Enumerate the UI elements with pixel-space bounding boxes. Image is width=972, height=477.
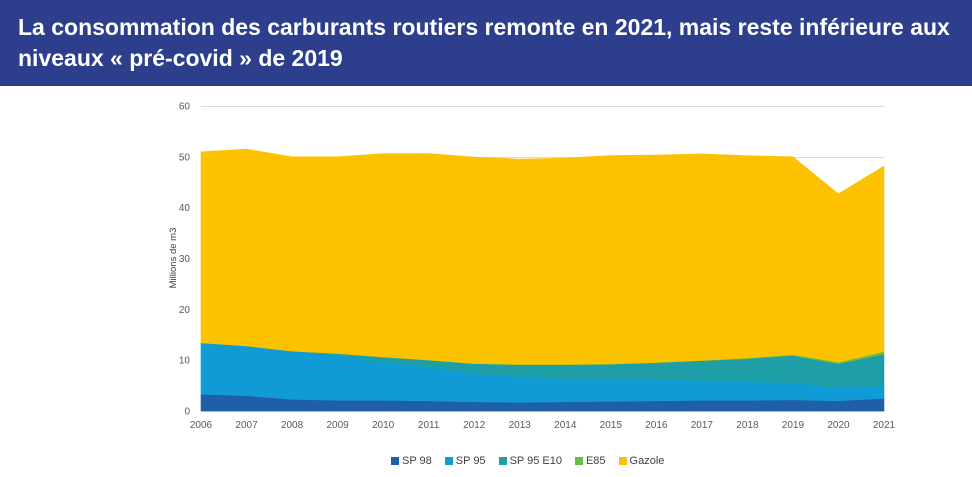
x-tick-label: 2017 [691,420,714,431]
legend-swatch [391,457,399,465]
legend-item-sp-98: SP 98 [391,454,432,468]
y-tick-label: 60 [179,102,191,113]
y-tick-label: 0 [184,407,190,418]
x-tick-label: 2009 [326,420,349,431]
chart-areas [200,148,885,412]
legend-label: Gazole [629,455,665,467]
x-tick-label: 2016 [645,420,668,431]
legend-item-sp-95-e10: SP 95 E10 [498,454,562,468]
legend-item-gazole: Gazole [618,454,665,468]
chart-title: La consommation des carburants routiers … [18,14,950,71]
x-axis-ticks: 2006 2007 2008 2009 2010 2011 2012 2013 2014 2015… [190,420,896,431]
x-tick-label: 2007 [235,420,258,431]
legend-swatch [444,457,453,465]
legend-item-sp-95: SP 95 [444,454,486,468]
area-gazole [200,148,885,365]
y-tick-label: 50 [179,152,191,163]
y-axis-ticks: 0 10 20 30 40 50 60 [179,102,191,418]
legend-label: SP 95 [455,455,486,467]
y-tick-label: 10 [179,356,191,367]
legend-label: SP 98 [402,455,432,467]
x-tick-label: 2013 [509,420,532,431]
x-tick-label: 2006 [190,420,213,431]
legend-item-e85: E85 [574,454,606,468]
y-tick-label: 20 [179,305,191,316]
legend-swatch [618,457,627,465]
legend-label: E85 [585,455,606,467]
title-banner: La consommation des carburants routiers … [0,0,972,86]
x-tick-label: 2021 [873,420,896,431]
legend-swatch [574,457,583,465]
x-tick-label: 2010 [372,420,395,431]
x-tick-label: 2011 [418,420,440,431]
x-tick-label: 2018 [736,420,759,431]
legend-swatch [498,457,507,465]
y-axis-label: Millions de m3 [168,228,179,289]
y-tick-label: 40 [179,203,191,214]
x-tick-label: 2014 [554,420,577,431]
legend-label: SP 95 E10 [509,455,562,467]
x-tick-label: 2012 [463,420,486,431]
x-tick-label: 2020 [827,420,850,431]
x-tick-label: 2015 [600,420,623,431]
legend: SP 98 SP 95 SP 95 E10 E85 Gazole [391,454,664,468]
y-tick-label: 30 [179,254,191,265]
x-tick-label: 2019 [782,420,805,431]
x-tick-label: 2008 [281,420,304,431]
